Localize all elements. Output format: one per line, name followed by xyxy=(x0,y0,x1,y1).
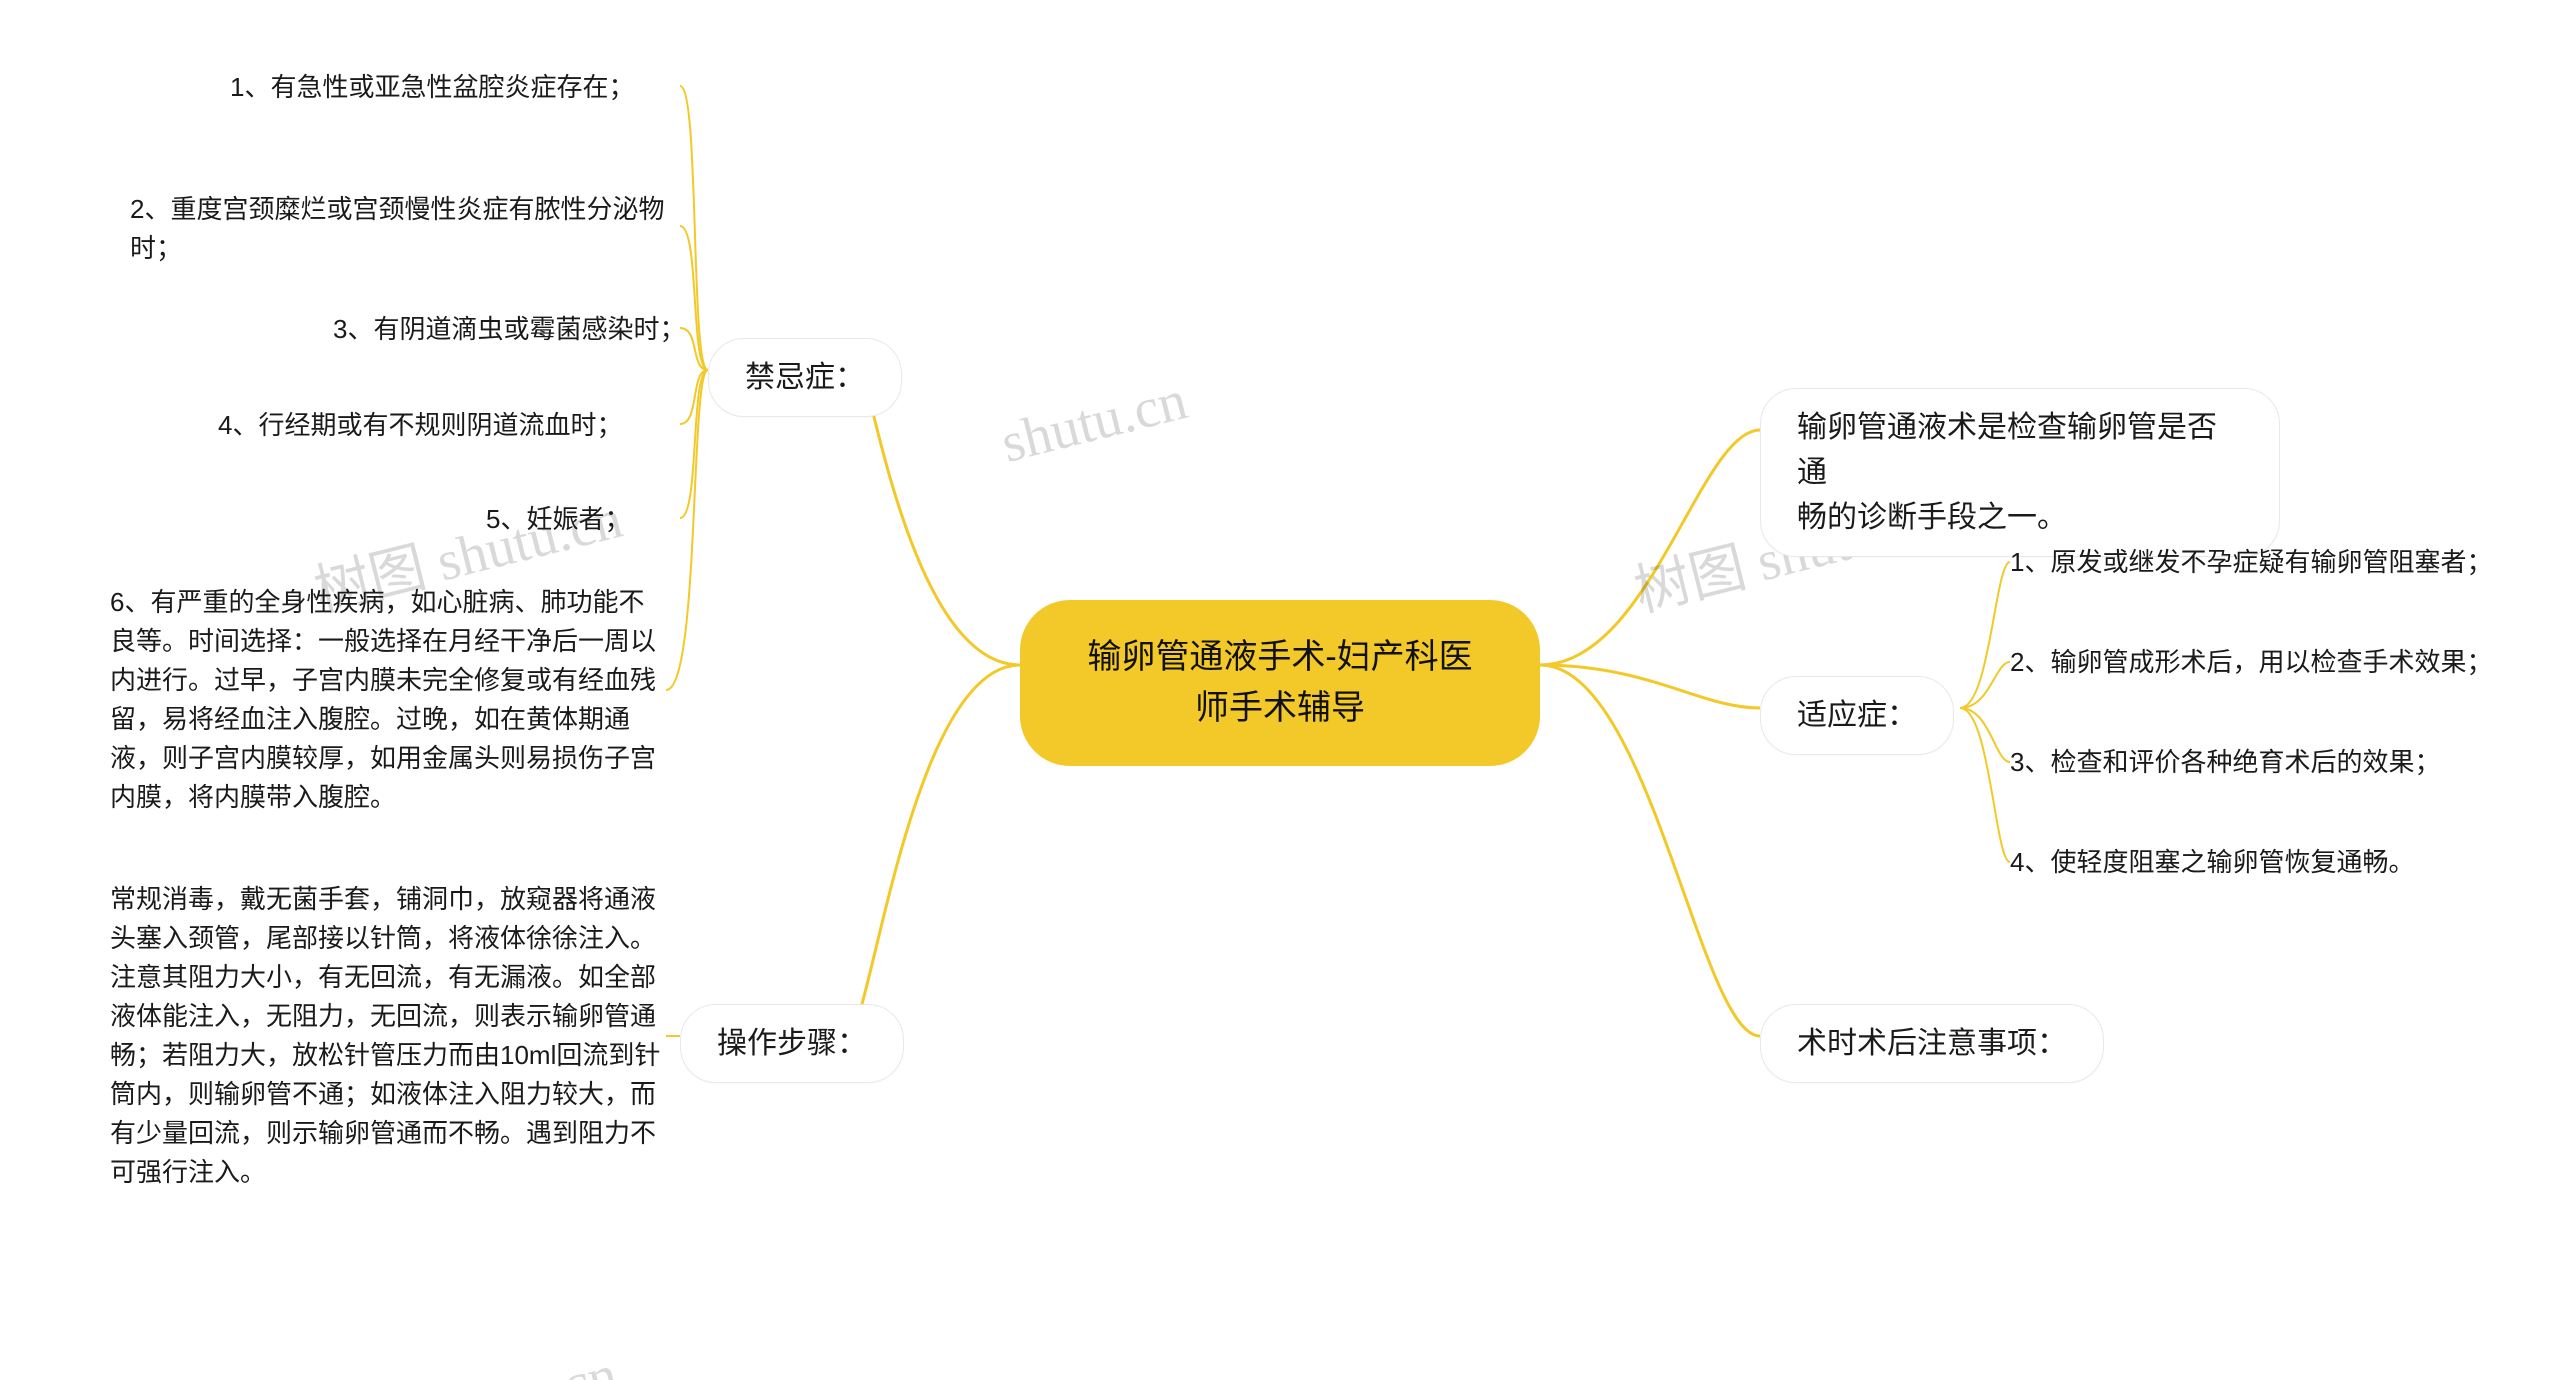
leaf-steps-text[interactable]: 常规消毒，戴无菌手套，铺洞巾，放窥器将通液头塞入颈管，尾部接以针筒，将液体徐徐注… xyxy=(110,880,670,1192)
leaf-indication-1[interactable]: 1、原发或继发不孕症疑有输卵管阻塞者； xyxy=(2010,543,2492,582)
branch-indications-label: 适应症： xyxy=(1797,699,1917,732)
branch-postop[interactable]: 术时术后注意事项： xyxy=(1760,1004,2104,1083)
leaf-contra-2[interactable]: 2、重度宫颈糜烂或宫颈慢性炎症有脓性分泌物时； xyxy=(130,190,690,268)
center-topic-line2: 师手术辅导 xyxy=(1072,683,1488,734)
leaf-indication-4[interactable]: 4、使轻度阻塞之输卵管恢复通畅。 xyxy=(2010,843,2414,882)
branch-contraindications-label: 禁忌症： xyxy=(745,361,865,394)
branch-indications[interactable]: 适应症： xyxy=(1760,676,1954,755)
leaf-contra-6[interactable]: 6、有严重的全身性疾病，如心脏病、肺功能不良等。时间选择：一般选择在月经干净后一… xyxy=(110,583,670,817)
leaf-contra-3[interactable]: 3、有阴道滴虫或霉菌感染时； xyxy=(333,310,753,349)
leaf-contra-1[interactable]: 1、有急性或亚急性盆腔炎症存在； xyxy=(230,68,750,107)
branch-postop-label: 术时术后注意事项： xyxy=(1797,1027,2067,1060)
watermark: shutu.cn xyxy=(995,368,1193,476)
center-topic[interactable]: 输卵管通液手术-妇产科医 师手术辅导 xyxy=(1020,600,1540,766)
leaf-contra-5[interactable]: 5、妊娠者； xyxy=(486,500,786,539)
branch-intro-line2: 畅的诊断手段之一。 xyxy=(1797,495,2243,540)
center-topic-line1: 输卵管通液手术-妇产科医 xyxy=(1072,632,1488,683)
branch-steps-label: 操作步骤： xyxy=(717,1027,867,1060)
branch-intro[interactable]: 输卵管通液术是检查输卵管是否通 畅的诊断手段之一。 xyxy=(1760,388,2280,557)
branch-intro-line1: 输卵管通液术是检查输卵管是否通 xyxy=(1797,405,2243,495)
leaf-contra-4[interactable]: 4、行经期或有不规则阴道流血时； xyxy=(218,406,738,445)
watermark: .cn xyxy=(543,1343,623,1380)
leaf-indication-2[interactable]: 2、输卵管成形术后，用以检查手术效果； xyxy=(2010,643,2492,682)
leaf-indication-3[interactable]: 3、检查和评价各种绝育术后的效果； xyxy=(2010,743,2440,782)
branch-steps[interactable]: 操作步骤： xyxy=(680,1004,904,1083)
